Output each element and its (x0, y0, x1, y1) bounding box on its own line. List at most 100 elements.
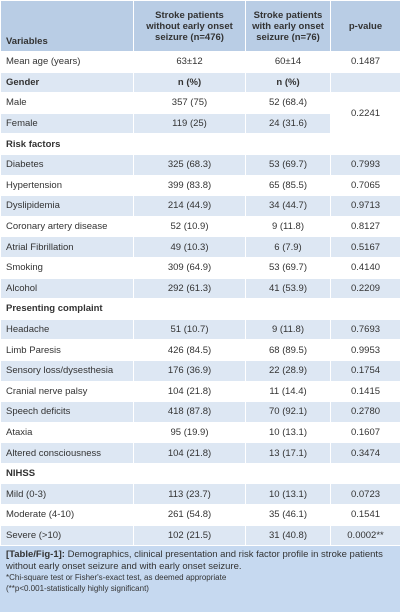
cell: Alcohol (1, 278, 134, 299)
cell: 53 (69.7) (246, 257, 331, 278)
cell: 119 (25) (134, 113, 246, 134)
cell: 35 (46.1) (246, 505, 331, 526)
header-cell: Stroke patients without early onset seiz… (134, 1, 246, 52)
cell: 325 (68.3) (134, 154, 246, 175)
section-title: Risk factors (1, 134, 134, 155)
empty-cell (331, 72, 400, 93)
table-row: Severe (>10)102 (21.5)31 (40.8)0.0002** (1, 525, 400, 546)
cell: 0.1541 (331, 505, 400, 526)
cell: 0.1415 (331, 381, 400, 402)
cell: 0.8127 (331, 216, 400, 237)
cell: 214 (44.9) (134, 196, 246, 217)
cell: 357 (75) (134, 93, 246, 114)
cell: 309 (64.9) (134, 257, 246, 278)
cell: 0.9713 (331, 196, 400, 217)
cell: 0.9953 (331, 340, 400, 361)
cell: Atrial Fibrillation (1, 237, 134, 258)
table-row: Mild (0-3)113 (23.7)10 (13.1)0.0723 (1, 484, 400, 505)
cell: 261 (54.8) (134, 505, 246, 526)
cell: 102 (21.5) (134, 525, 246, 546)
cell: 60±14 (246, 52, 331, 73)
cell: 0.7065 (331, 175, 400, 196)
cell: Headache (1, 319, 134, 340)
caption-notes: *Chi-square test or Fisher's-exact test,… (6, 573, 394, 594)
cell: 0.3474 (331, 443, 400, 464)
cell: 426 (84.5) (134, 340, 246, 361)
cell: 52 (10.9) (134, 216, 246, 237)
cell: 418 (87.8) (134, 402, 246, 423)
empty-cell (134, 463, 400, 484)
cell: 9 (11.8) (246, 319, 331, 340)
cell: 49 (10.3) (134, 237, 246, 258)
cell: 53 (69.7) (246, 154, 331, 175)
cell: 10 (13.1) (246, 484, 331, 505)
cell: 0.1607 (331, 422, 400, 443)
section-title: NIHSS (1, 463, 134, 484)
cell: Altered consciousness (1, 443, 134, 464)
cell: Female (1, 113, 134, 134)
cell: Dyslipidemia (1, 196, 134, 217)
section-title: Presenting complaint (1, 299, 134, 320)
cell: Cranial nerve palsy (1, 381, 134, 402)
cell: Moderate (4-10) (1, 505, 134, 526)
cell: 0.4140 (331, 257, 400, 278)
cell: 24 (31.6) (246, 113, 331, 134)
caption: [Table/Fig-1]: Demographics, clinical pr… (0, 546, 400, 612)
cell: Smoking (1, 257, 134, 278)
cell: 51 (10.7) (134, 319, 246, 340)
cell: Mild (0-3) (1, 484, 134, 505)
cell: 11 (14.4) (246, 381, 331, 402)
cell: 68 (89.5) (246, 340, 331, 361)
cell: 0.1487 (331, 52, 400, 73)
cell: 63±12 (134, 52, 246, 73)
header-cell: Variables (1, 1, 134, 52)
cell: Hypertension (1, 175, 134, 196)
section-row: NIHSS (1, 463, 400, 484)
cell: Speech deficits (1, 402, 134, 423)
table-row: Moderate (4-10)261 (54.8)35 (46.1)0.1541 (1, 505, 400, 526)
empty-cell (134, 134, 400, 155)
cell: 292 (61.3) (134, 278, 246, 299)
cell: Mean age (years) (1, 52, 134, 73)
cell: 0.5167 (331, 237, 400, 258)
cell: Severe (>10) (1, 525, 134, 546)
header-cell: Stroke patients with early onset seizure… (246, 1, 331, 52)
cell: 113 (23.7) (134, 484, 246, 505)
section-row: Presenting complaint (1, 299, 400, 320)
cell: 34 (44.7) (246, 196, 331, 217)
cell: 31 (40.8) (246, 525, 331, 546)
cell: 9 (11.8) (246, 216, 331, 237)
cell: 0.2780 (331, 402, 400, 423)
cell: 41 (53.9) (246, 278, 331, 299)
cell: 0.0723 (331, 484, 400, 505)
cell: 0.7693 (331, 319, 400, 340)
section-row: Risk factors (1, 134, 400, 155)
cell: 0.0002** (331, 525, 400, 546)
cell: 0.2209 (331, 278, 400, 299)
cell: Limb Paresis (1, 340, 134, 361)
section-cell: n (%) (246, 72, 331, 93)
cell: 399 (83.8) (134, 175, 246, 196)
caption-note: *Chi-square test or Fisher's-exact test,… (6, 573, 394, 584)
cell: 104 (21.8) (134, 381, 246, 402)
empty-cell (134, 299, 400, 320)
cell: 70 (92.1) (246, 402, 331, 423)
section-title: Gender (1, 72, 134, 93)
